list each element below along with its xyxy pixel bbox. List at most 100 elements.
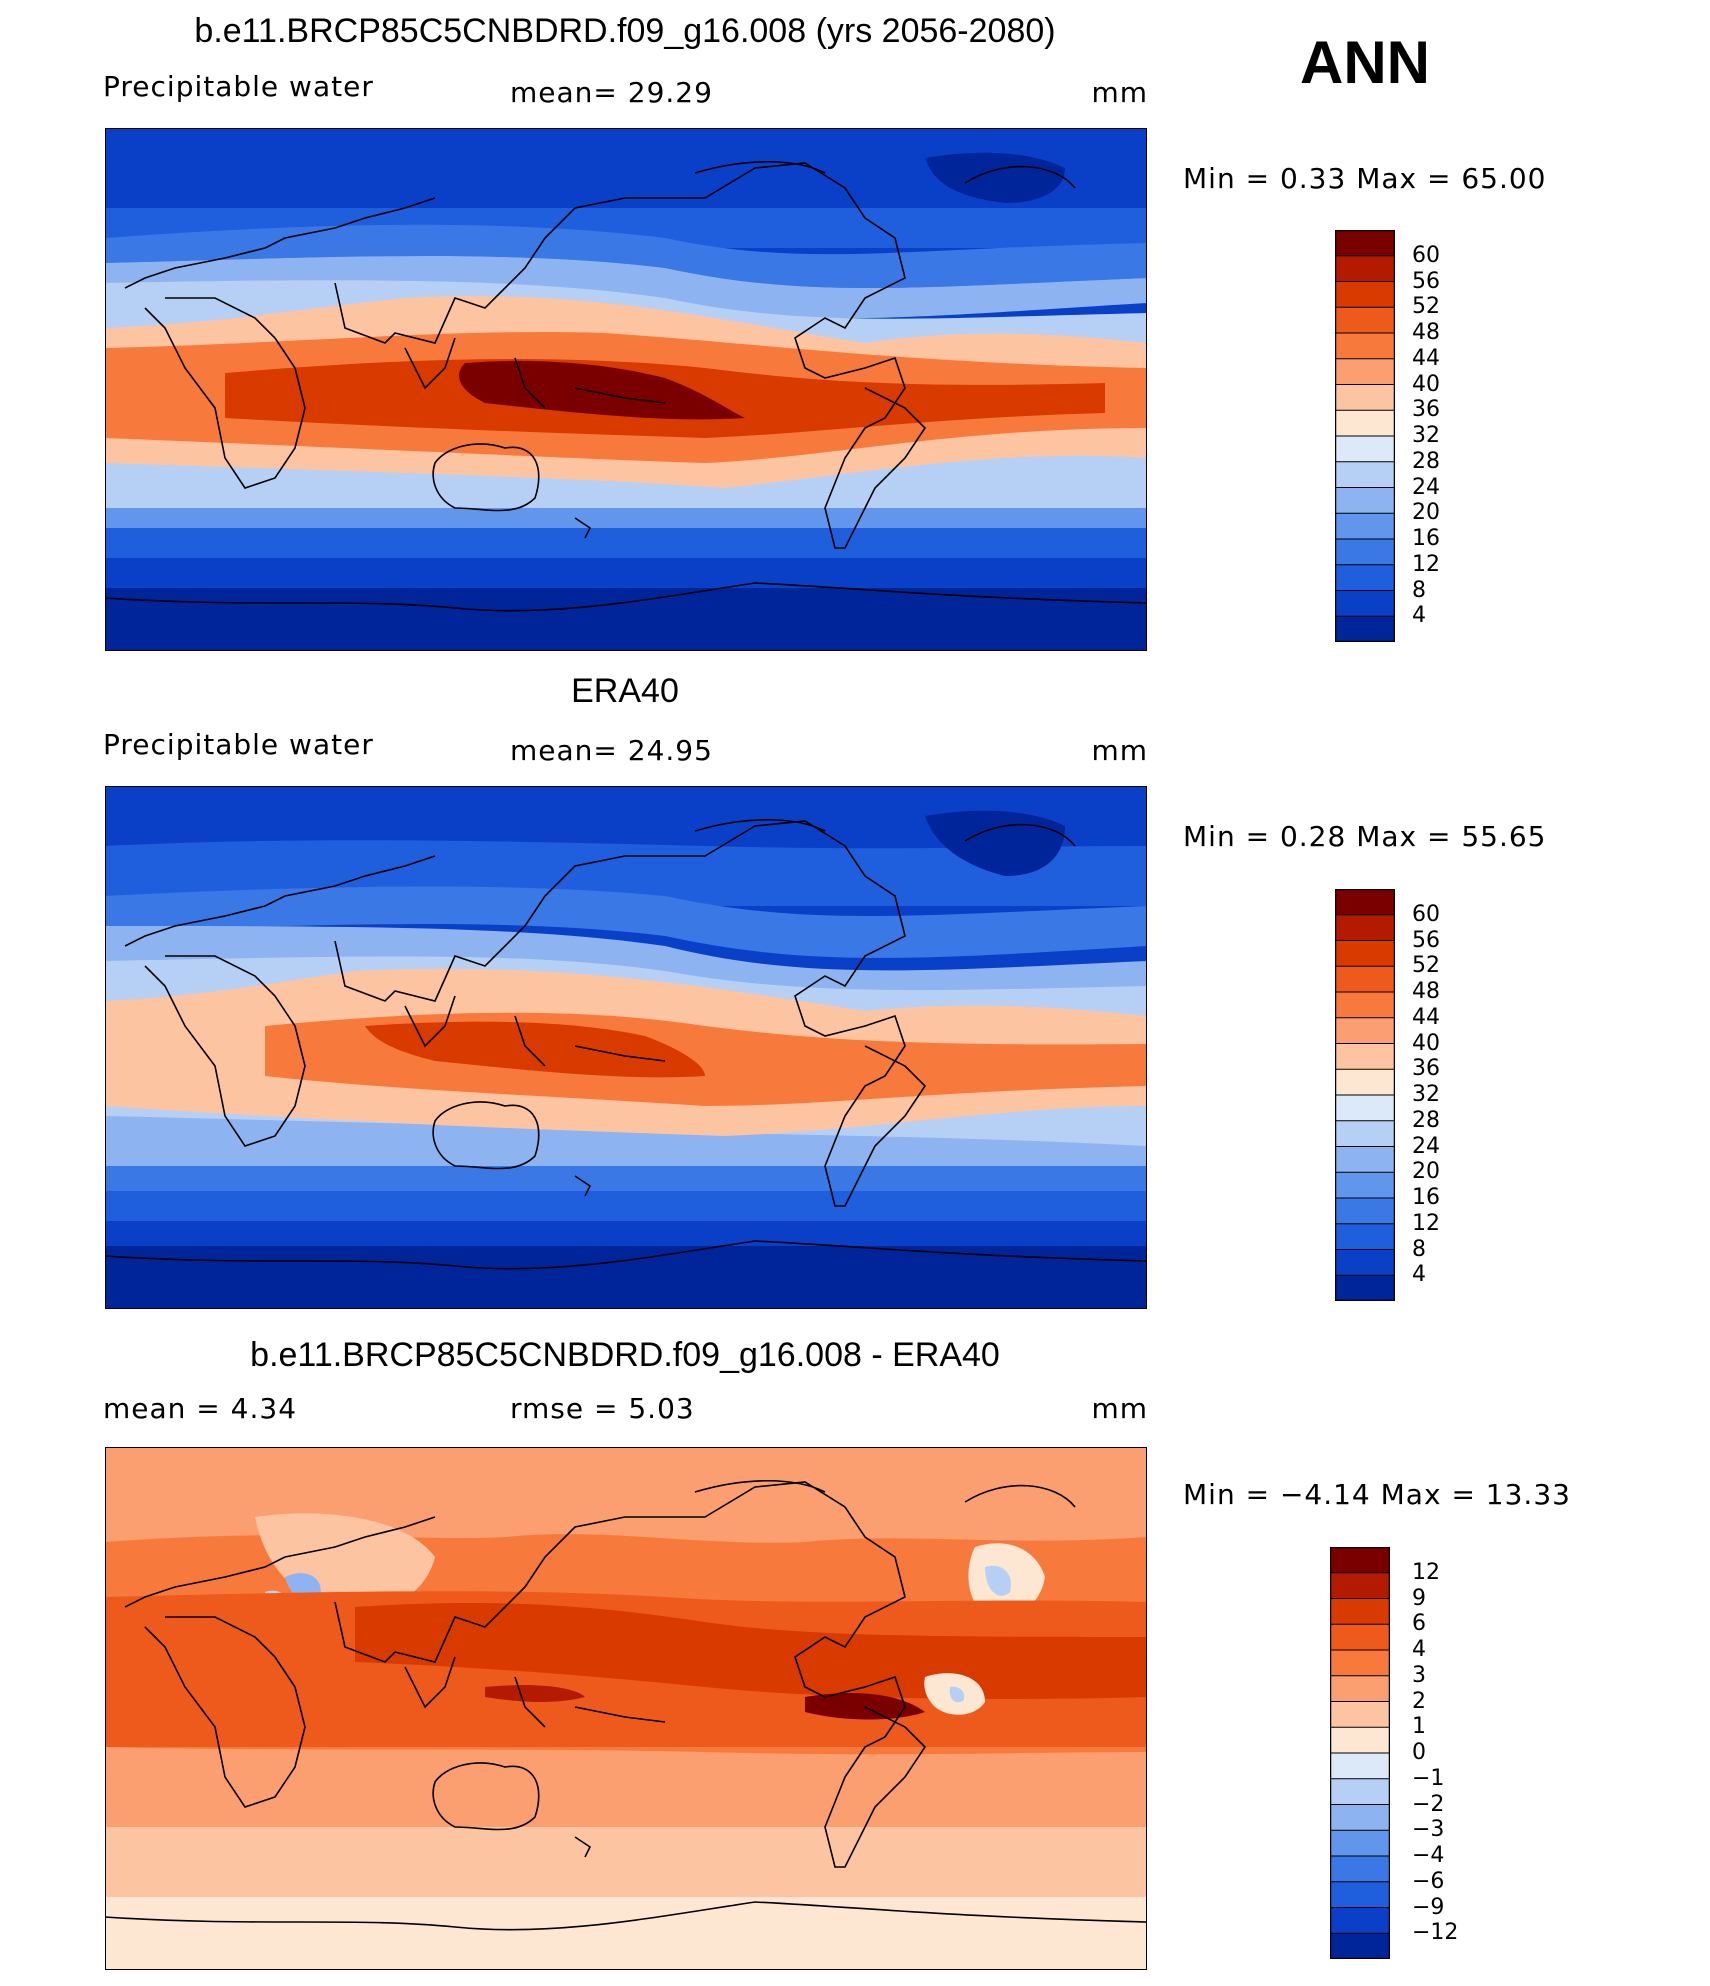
colorbar-tick-label: 52	[1412, 953, 1440, 979]
colorbar-tick-label: 2	[1412, 1688, 1426, 1714]
colorbar-tick-label: 4	[1412, 603, 1426, 629]
colorbar-swatch	[1330, 1804, 1390, 1831]
colorbar-border	[1334, 229, 1396, 643]
colorbar-swatch	[1330, 1624, 1390, 1651]
colorbar-tick-label: 12	[1412, 551, 1440, 577]
colorbar-tick-label: 28	[1412, 448, 1440, 474]
colorbar-swatch	[1335, 1095, 1395, 1122]
colorbar-swatch	[1335, 1120, 1395, 1147]
colorbar-tick-label: −2	[1412, 1791, 1445, 1817]
colorbar-swatch	[1335, 1069, 1395, 1096]
panel-diff-title: b.e11.BRCP85C5CNBDRD.f09_g16.008 - ERA40	[250, 1336, 1000, 1374]
colorbar-tick-label: 44	[1412, 345, 1440, 371]
colorbar-swatch	[1335, 461, 1395, 488]
panel-diff-colorbar-labels: 12 9 6 4 3 2 1 0 −1 −2 −3 −4 −6 −9 −12	[1412, 1547, 1472, 1959]
colorbar-tick-label: 1	[1412, 1714, 1426, 1740]
colorbar-tick-label: 56	[1412, 927, 1440, 953]
colorbar-swatch	[1335, 1198, 1395, 1225]
colorbar-swatch	[1330, 1572, 1390, 1599]
colorbar-swatch	[1335, 1017, 1395, 1044]
colorbar-swatch	[1335, 307, 1395, 334]
panel-model-map	[105, 128, 1147, 651]
panel-obs-units-label: mm	[1091, 734, 1148, 767]
panel-diff-colorbar	[1329, 1546, 1391, 1963]
colorbar-swatch	[1335, 1043, 1395, 1070]
colorbar-tick-label: 12	[1412, 1210, 1440, 1236]
colorbar-tick-label: −6	[1412, 1868, 1445, 1894]
colorbar-tick-label: 20	[1412, 500, 1440, 526]
colorbar-swatch	[1335, 616, 1395, 643]
colorbar-tick-label: 56	[1412, 268, 1440, 294]
colorbar-tick-label: −3	[1412, 1817, 1445, 1843]
colorbar-swatch	[1335, 889, 1395, 916]
colorbar-tick-label: 44	[1412, 1004, 1440, 1030]
colorbar-tick-label: −1	[1412, 1765, 1445, 1791]
colorbar-swatch	[1335, 539, 1395, 566]
colorbar-swatch	[1330, 1907, 1390, 1934]
colorbar-swatch	[1335, 1172, 1395, 1199]
colorbar-tick-label: 40	[1412, 371, 1440, 397]
panel-diff-rmse-label: rmse = 5.03	[510, 1392, 695, 1425]
colorbar-swatch	[1335, 1223, 1395, 1250]
colorbar-swatch	[1330, 1778, 1390, 1805]
colorbar-swatch	[1335, 914, 1395, 941]
colorbar-tick-label: 16	[1412, 1185, 1440, 1210]
colorbar-tick-label: 40	[1412, 1030, 1440, 1056]
panel-obs-title: ERA40	[571, 672, 679, 710]
panel-diff-units-label: mm	[1091, 1392, 1148, 1425]
colorbar-swatch	[1335, 940, 1395, 967]
colorbar-swatch	[1335, 281, 1395, 308]
colorbar-swatch	[1335, 230, 1395, 257]
colorbar-swatch	[1335, 255, 1395, 282]
colorbar-tick-label: 8	[1412, 1236, 1426, 1262]
panel-model-title: b.e11.BRCP85C5CNBDRD.f09_g16.008 (yrs 20…	[194, 12, 1056, 50]
season-label: ANN	[1300, 29, 1430, 96]
colorbar-tick-label: 16	[1412, 526, 1440, 551]
colorbar-swatch	[1330, 1856, 1390, 1883]
colorbar-swatch	[1330, 1881, 1390, 1908]
colorbar-swatch	[1335, 333, 1395, 360]
colorbar-swatch	[1330, 1675, 1390, 1702]
colorbar-swatch	[1330, 1727, 1390, 1754]
colorbar-tick-label: 4	[1412, 1262, 1426, 1288]
colorbar-tick-label: 9	[1412, 1585, 1426, 1611]
colorbar-swatch	[1330, 1753, 1390, 1780]
panel-model-colorbar-labels: 60 56 52 48 44 40 36 32 28 24 20 16 12 8 4	[1412, 230, 1472, 642]
colorbar-tick-label: 32	[1412, 423, 1440, 448]
colorbar-tick-label: 36	[1412, 1056, 1440, 1082]
colorbar-tick-label: 12	[1412, 1559, 1440, 1585]
colorbar-swatch	[1330, 1933, 1390, 1960]
colorbar-tick-label: 0	[1412, 1740, 1426, 1765]
colorbar-tick-label: 24	[1412, 1133, 1440, 1159]
colorbar-tick-label: −4	[1412, 1843, 1445, 1868]
colorbar-tick-label: 36	[1412, 397, 1440, 423]
colorbar-tick-label: 6	[1412, 1611, 1426, 1637]
panel-model-minmax-label: Min = 0.33 Max = 65.00	[1183, 162, 1547, 195]
panel-diff-mean-label: mean = 4.34	[103, 1392, 298, 1425]
colorbar-tick-label: 28	[1412, 1107, 1440, 1133]
colorbar-border	[1329, 1546, 1391, 1960]
colorbar-swatch	[1330, 1830, 1390, 1857]
panel-obs-variable-label: Precipitable water	[103, 728, 374, 761]
colorbar-swatch	[1335, 1146, 1395, 1173]
colorbar-swatch	[1330, 1701, 1390, 1728]
panel-obs-colorbar-labels: 60 56 52 48 44 40 36 32 28 24 20 16 12 8 4	[1412, 889, 1472, 1301]
colorbar-swatch	[1335, 410, 1395, 437]
colorbar-swatch	[1335, 1249, 1395, 1276]
panel-obs-colorbar	[1334, 888, 1396, 1305]
colorbar-tick-label: 32	[1412, 1082, 1440, 1107]
panel-obs-map	[105, 786, 1147, 1309]
colorbar-swatch	[1335, 358, 1395, 385]
colorbar-swatch	[1335, 436, 1395, 463]
colorbar-tick-label: 52	[1412, 294, 1440, 320]
panel-model-variable-label: Precipitable water	[103, 70, 374, 103]
colorbar-tick-label: 48	[1412, 979, 1440, 1004]
colorbar-swatch	[1330, 1650, 1390, 1677]
colorbar-tick-label: 48	[1412, 320, 1440, 345]
panel-obs-minmax-label: Min = 0.28 Max = 55.65	[1183, 820, 1547, 853]
colorbar-swatch	[1335, 564, 1395, 591]
panel-model-colorbar	[1334, 229, 1396, 646]
panel-model-mean-label: mean= 29.29	[510, 76, 713, 109]
colorbar-tick-label: 24	[1412, 474, 1440, 500]
colorbar-tick-label: 60	[1412, 901, 1440, 927]
